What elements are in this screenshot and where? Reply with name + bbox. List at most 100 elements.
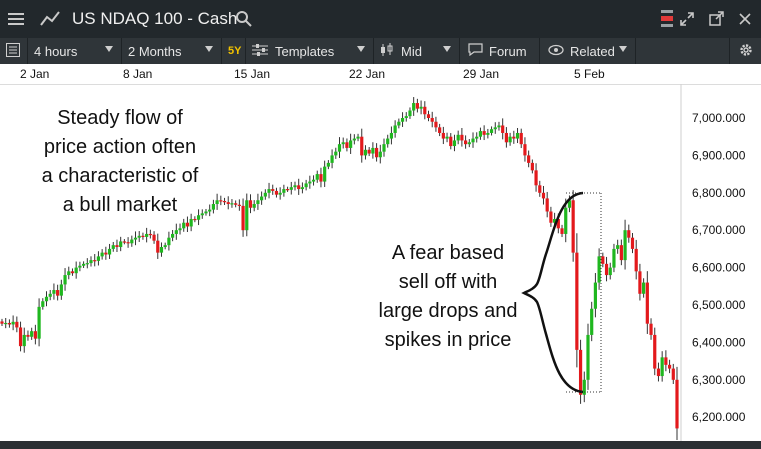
date-label: 22 Jan bbox=[349, 67, 386, 81]
candle-body bbox=[311, 179, 316, 182]
price-tick: 6,400.000 bbox=[692, 335, 746, 349]
candle-body bbox=[556, 218, 560, 229]
price-chart[interactable]: 7,000.000 6,900.000 6,800.000 6,700.000 … bbox=[0, 84, 761, 441]
candle-body bbox=[304, 183, 308, 188]
price-tick: 6,600.000 bbox=[692, 261, 746, 275]
candle-body bbox=[478, 131, 483, 137]
candle-body bbox=[664, 357, 668, 365]
menu-button[interactable] bbox=[0, 38, 28, 64]
candle-body bbox=[133, 237, 138, 240]
annotation-line: A fear based bbox=[391, 242, 505, 264]
candle-body bbox=[37, 306, 41, 339]
candle-body bbox=[612, 248, 616, 268]
candle-body bbox=[297, 185, 301, 190]
candle-body bbox=[553, 218, 557, 223]
candle-body bbox=[434, 121, 438, 128]
candle-body bbox=[148, 233, 152, 236]
candle-body bbox=[182, 222, 186, 229]
candle-body bbox=[274, 190, 279, 195]
candle-body bbox=[363, 149, 368, 156]
candle-body bbox=[85, 263, 89, 265]
five-year-button[interactable]: 5Y bbox=[222, 38, 246, 64]
date-axis: 2 Jan 8 Jan 15 Jan 22 Jan 29 Jan 5 Feb bbox=[0, 64, 761, 85]
candle-body bbox=[538, 185, 542, 193]
bottom-bar bbox=[0, 441, 761, 449]
candles-group bbox=[0, 97, 679, 441]
expand-icon[interactable] bbox=[676, 8, 698, 30]
window-title: US NDAQ 100 - Cash bbox=[72, 9, 238, 28]
candle-body bbox=[426, 114, 431, 118]
candle-body bbox=[241, 205, 245, 231]
candle-body bbox=[419, 106, 423, 109]
eye-icon bbox=[548, 44, 564, 59]
candle-body bbox=[564, 207, 568, 234]
candle-body bbox=[141, 235, 145, 238]
candle-body bbox=[360, 136, 364, 156]
price-type-select[interactable]: Mid bbox=[374, 38, 460, 64]
settings-button[interactable] bbox=[729, 38, 761, 64]
chevron-down-icon bbox=[357, 46, 365, 52]
search-icon[interactable] bbox=[233, 8, 255, 30]
candle-body bbox=[204, 211, 208, 214]
popout-icon[interactable] bbox=[705, 8, 727, 30]
candle-body bbox=[137, 235, 141, 238]
candle-body bbox=[578, 349, 583, 395]
candle-body bbox=[438, 127, 442, 133]
candle-body bbox=[167, 237, 171, 246]
range-label: 2 Months bbox=[128, 43, 182, 59]
candle-body bbox=[653, 334, 657, 369]
candle-body bbox=[586, 334, 590, 380]
interval-select[interactable]: 4 hours bbox=[28, 38, 122, 64]
candle-body bbox=[178, 228, 182, 231]
forum-button[interactable]: Forum bbox=[460, 38, 540, 64]
candle-body bbox=[378, 151, 382, 158]
candle-body bbox=[215, 200, 219, 205]
candle-body bbox=[78, 265, 82, 268]
candle-body bbox=[315, 174, 319, 180]
candle-body bbox=[115, 245, 119, 248]
chevron-down-icon bbox=[619, 46, 627, 52]
date-label: 29 Jan bbox=[463, 67, 500, 81]
candle-body bbox=[597, 256, 601, 283]
candle-body bbox=[630, 237, 635, 249]
related-select[interactable]: Related bbox=[540, 38, 636, 64]
candle-body bbox=[356, 136, 360, 139]
range-select[interactable]: 2 Months bbox=[122, 38, 222, 64]
forum-label: Forum bbox=[489, 43, 527, 59]
candle-body bbox=[482, 131, 486, 135]
candle-body bbox=[452, 140, 457, 147]
candle-body bbox=[334, 151, 338, 156]
interval-label: 4 hours bbox=[34, 43, 78, 59]
candle-body bbox=[96, 256, 101, 261]
candle-body bbox=[111, 245, 115, 249]
candle-body bbox=[319, 174, 323, 182]
list-icon[interactable] bbox=[5, 8, 27, 30]
templates-select[interactable]: Templates bbox=[246, 38, 374, 64]
candle-body bbox=[193, 218, 197, 221]
candle-body bbox=[104, 252, 108, 255]
candle-body bbox=[549, 211, 553, 223]
candle-body bbox=[100, 252, 104, 257]
price-axis: 7,000.000 6,900.000 6,800.000 6,700.000 … bbox=[692, 111, 746, 424]
candle-body bbox=[445, 136, 449, 139]
candle-body bbox=[582, 379, 586, 395]
candle-body bbox=[352, 138, 356, 141]
candle-body bbox=[126, 242, 130, 244]
candle-body bbox=[534, 170, 538, 186]
candle-body bbox=[171, 233, 175, 238]
candle-body bbox=[107, 248, 112, 255]
chart-line-icon[interactable] bbox=[39, 8, 61, 30]
close-icon[interactable] bbox=[734, 8, 756, 30]
candle-body bbox=[208, 209, 212, 212]
scroll-icon[interactable] bbox=[656, 8, 678, 30]
candle-body bbox=[230, 203, 234, 205]
candle-body bbox=[159, 247, 164, 253]
related-label: Related bbox=[570, 43, 615, 59]
candle-body bbox=[222, 201, 227, 203]
candle-body bbox=[70, 271, 75, 274]
candle-body bbox=[412, 103, 416, 111]
candle-body bbox=[382, 144, 386, 152]
price-tick: 6,500.000 bbox=[692, 298, 746, 312]
candle-body bbox=[163, 245, 167, 248]
candle-body bbox=[219, 200, 223, 202]
